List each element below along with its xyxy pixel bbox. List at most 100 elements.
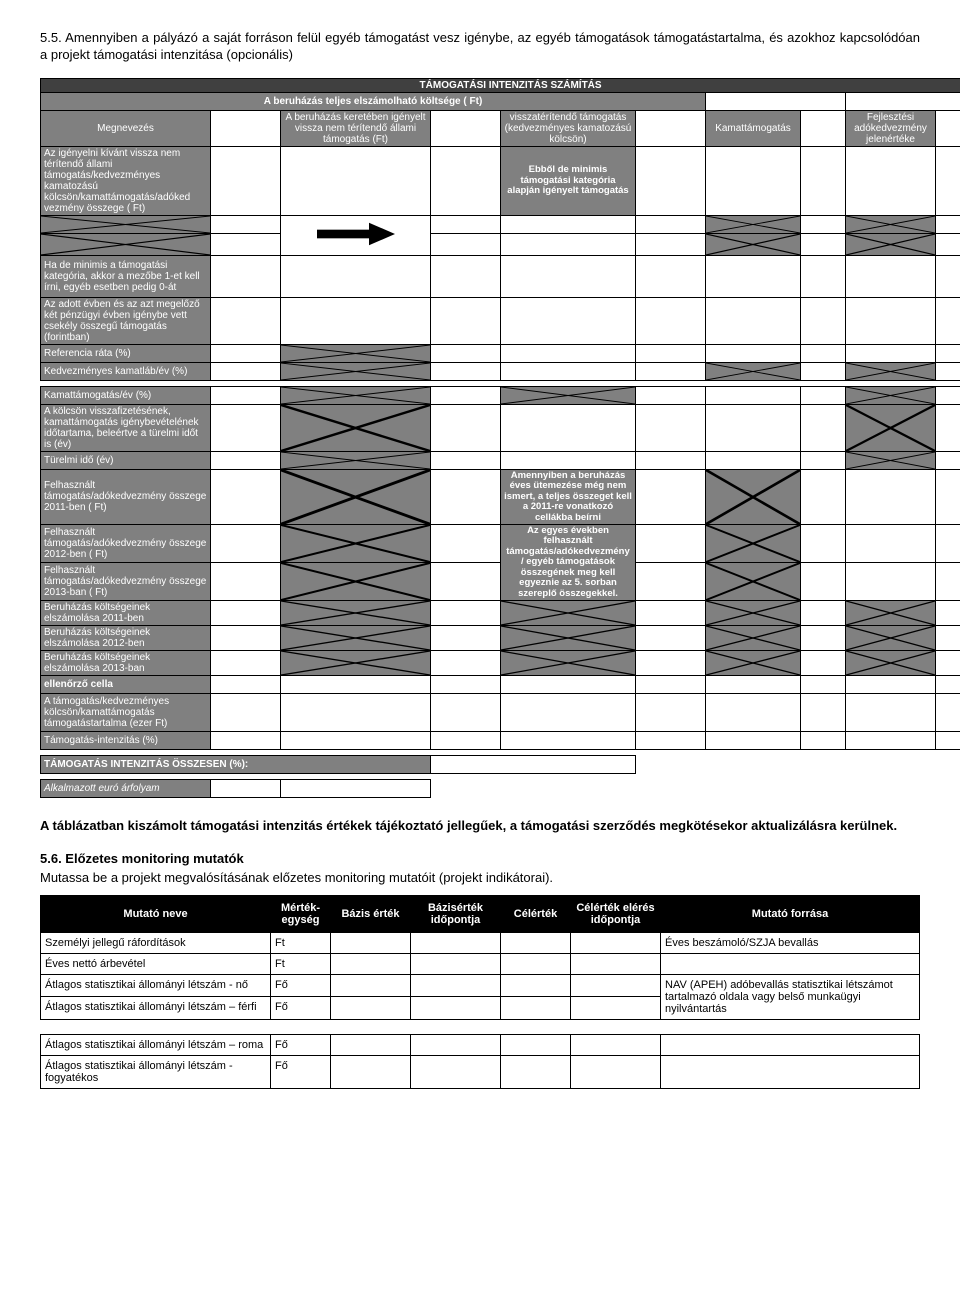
mon-r3-bv[interactable] <box>331 997 411 1020</box>
r5-c1[interactable] <box>211 362 281 380</box>
r4-c1[interactable] <box>211 344 281 362</box>
r1c-c3[interactable] <box>501 233 636 255</box>
r17-c4[interactable] <box>501 732 636 750</box>
r9-c4[interactable] <box>801 469 846 524</box>
mon2-r1-cd[interactable] <box>571 1055 661 1088</box>
r15-c8[interactable] <box>846 676 936 694</box>
sum-value[interactable] <box>431 756 636 774</box>
r10-c6[interactable] <box>936 524 960 562</box>
r7-c3[interactable] <box>501 404 636 451</box>
r11-c2[interactable] <box>431 563 501 601</box>
r10-c3[interactable] <box>636 524 706 562</box>
r1c-c6[interactable] <box>936 233 960 255</box>
r7-c2[interactable] <box>431 404 501 451</box>
r11-c5[interactable] <box>846 563 936 601</box>
mon-r1-bd[interactable] <box>411 953 501 974</box>
r17-c2[interactable] <box>281 732 431 750</box>
r1b-c5[interactable] <box>801 215 846 233</box>
r4-c6[interactable] <box>801 344 846 362</box>
r6-c3[interactable] <box>636 386 706 404</box>
r2-c6[interactable] <box>706 255 801 297</box>
r16-c2[interactable] <box>281 694 431 732</box>
r1-c2[interactable] <box>281 146 431 215</box>
r6-c4[interactable] <box>706 386 801 404</box>
r13-c3[interactable] <box>636 626 706 651</box>
mon-r1-cv[interactable] <box>501 953 571 974</box>
r2-c1[interactable] <box>211 255 281 297</box>
r3-c8[interactable] <box>846 297 936 344</box>
r1-c8[interactable] <box>936 146 960 215</box>
r1b-c2[interactable] <box>431 215 501 233</box>
r11-c1[interactable] <box>211 563 281 601</box>
r2-c4[interactable] <box>501 255 636 297</box>
r7-c5[interactable] <box>706 404 801 451</box>
r5-c2[interactable] <box>431 362 501 380</box>
r4-c5[interactable] <box>706 344 801 362</box>
r8-c7[interactable] <box>936 451 960 469</box>
r13-c2[interactable] <box>431 626 501 651</box>
r8-c6[interactable] <box>801 451 846 469</box>
r1-c1[interactable] <box>211 146 281 215</box>
r8-c3[interactable] <box>501 451 636 469</box>
r7-c7[interactable] <box>936 404 960 451</box>
r10-c5[interactable] <box>846 524 936 562</box>
r13-c4[interactable] <box>801 626 846 651</box>
r1-c4[interactable] <box>636 146 706 215</box>
r8-c4[interactable] <box>636 451 706 469</box>
mon-r3-cd[interactable] <box>571 997 661 1020</box>
mon-r3-cv[interactable] <box>501 997 571 1020</box>
r7-c6[interactable] <box>801 404 846 451</box>
mon2-r0-bv[interactable] <box>331 1034 411 1055</box>
r11-c4[interactable] <box>801 563 846 601</box>
mon2-r0-cv[interactable] <box>501 1034 571 1055</box>
r5-c5[interactable] <box>801 362 846 380</box>
r2-c8[interactable] <box>846 255 936 297</box>
r16-c4[interactable] <box>501 694 636 732</box>
r17-c6[interactable] <box>706 732 801 750</box>
r16-c1[interactable] <box>211 694 281 732</box>
r6-c1[interactable] <box>211 386 281 404</box>
r7-c1[interactable] <box>211 404 281 451</box>
r13-c1[interactable] <box>211 626 281 651</box>
r6-c2[interactable] <box>431 386 501 404</box>
r4-c8[interactable] <box>936 344 960 362</box>
r14-c1[interactable] <box>211 651 281 676</box>
r8-c1[interactable] <box>211 451 281 469</box>
r12-c1[interactable] <box>211 601 281 626</box>
r12-c3[interactable] <box>636 601 706 626</box>
r5-c3[interactable] <box>501 362 636 380</box>
r3-c5[interactable] <box>636 297 706 344</box>
r9-c3[interactable] <box>636 469 706 524</box>
r3-c2[interactable] <box>281 297 431 344</box>
r2-c2[interactable] <box>281 255 431 297</box>
r3-c4[interactable] <box>501 297 636 344</box>
r15-c4[interactable] <box>501 676 636 694</box>
r15-c6[interactable] <box>706 676 801 694</box>
r9-c1[interactable] <box>211 469 281 524</box>
r1b-c6[interactable] <box>936 215 960 233</box>
r17-c8[interactable] <box>846 732 936 750</box>
mon-r1-cd[interactable] <box>571 953 661 974</box>
r14-c2[interactable] <box>431 651 501 676</box>
r1b-c3[interactable] <box>501 215 636 233</box>
r4-c4[interactable] <box>636 344 706 362</box>
r3-c9[interactable] <box>936 297 960 344</box>
r16-c3[interactable] <box>431 694 501 732</box>
total-cost-input-2[interactable] <box>846 92 960 110</box>
r9-c5[interactable] <box>846 469 936 524</box>
mon-r0-cv[interactable] <box>501 932 571 953</box>
r7-c4[interactable] <box>636 404 706 451</box>
r12-c4[interactable] <box>801 601 846 626</box>
mon-r2-cd[interactable] <box>571 974 661 997</box>
r10-c2[interactable] <box>431 524 501 562</box>
r5-c6[interactable] <box>936 362 960 380</box>
r16-c7[interactable] <box>801 694 846 732</box>
euro-c2[interactable] <box>281 780 431 798</box>
r9-c2[interactable] <box>431 469 501 524</box>
r15-c7[interactable] <box>801 676 846 694</box>
r3-c1[interactable] <box>211 297 281 344</box>
r15-c9[interactable] <box>936 676 960 694</box>
r4-c7[interactable] <box>846 344 936 362</box>
r1b-c4[interactable] <box>636 215 706 233</box>
r9-c6[interactable] <box>936 469 960 524</box>
